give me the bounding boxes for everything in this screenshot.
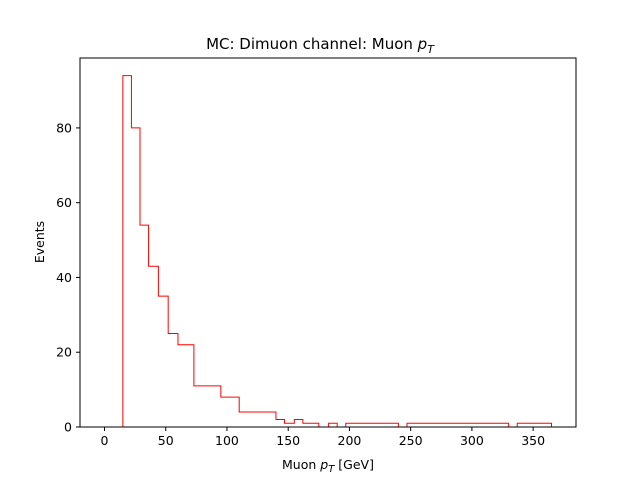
y-tick-label: 60 bbox=[56, 195, 72, 210]
x-tick-label: 150 bbox=[276, 433, 300, 448]
x-tick-label: 0 bbox=[101, 433, 109, 448]
x-axis: 0 50 100 150 200 250 300 350 bbox=[101, 427, 545, 448]
y-tick-label: 0 bbox=[64, 420, 72, 435]
x-axis-label: Muon pT [GeV] bbox=[282, 457, 374, 475]
x-tick-label: 100 bbox=[215, 433, 239, 448]
x-tick-label: 250 bbox=[399, 433, 423, 448]
y-axis: 0 20 40 60 80 bbox=[56, 120, 80, 435]
x-tick-label: 200 bbox=[338, 433, 362, 448]
chart-title: MC: Dimuon channel: Muon pT bbox=[206, 35, 435, 56]
y-axis-label: Events bbox=[32, 221, 47, 263]
axes-frame bbox=[79, 57, 577, 428]
y-tick-label: 40 bbox=[56, 270, 72, 285]
x-tick-label: 300 bbox=[460, 433, 484, 448]
y-tick-label: 80 bbox=[56, 120, 72, 135]
x-tick-label: 50 bbox=[158, 433, 174, 448]
y-tick-label: 20 bbox=[56, 345, 72, 360]
x-tick-label: 350 bbox=[521, 433, 545, 448]
